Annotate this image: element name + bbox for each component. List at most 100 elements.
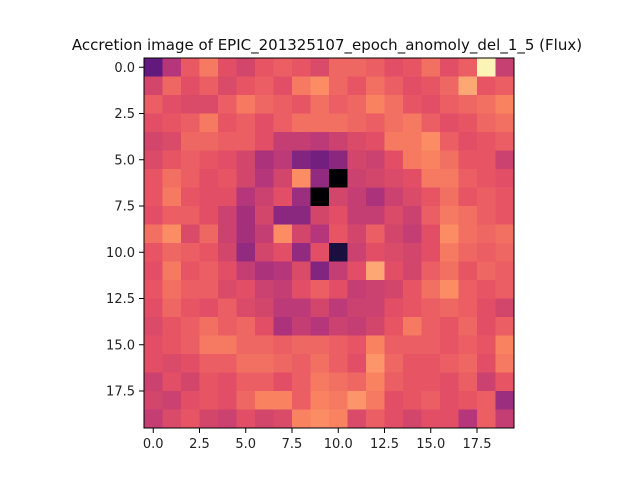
- heatmap-cell: [236, 58, 256, 77]
- heatmap-cell: [255, 354, 274, 373]
- heatmap-cell: [329, 95, 348, 114]
- heatmap-cell: [255, 132, 274, 151]
- heatmap-cell: [329, 354, 348, 373]
- heatmap-cell: [162, 169, 182, 188]
- heatmap-cell: [421, 409, 441, 429]
- heatmap-cell: [199, 243, 219, 262]
- heatmap-cell: [440, 335, 459, 355]
- heatmap-cell: [403, 280, 422, 299]
- heatmap-cell: [366, 298, 385, 318]
- heatmap-cell: [218, 113, 237, 133]
- heatmap-cell: [403, 95, 422, 114]
- heatmap-cell: [255, 76, 274, 96]
- heatmap-cell: [144, 243, 163, 262]
- heatmap-cell: [162, 354, 182, 373]
- heatmap-cell: [199, 354, 219, 373]
- heatmap-cell: [366, 261, 385, 281]
- heatmap-cell: [329, 76, 348, 96]
- heatmap-cell: [440, 95, 459, 114]
- heatmap-cell: [236, 409, 256, 429]
- heatmap-cell: [255, 206, 274, 225]
- heatmap-cell: [292, 391, 311, 410]
- heatmap-cell: [310, 150, 330, 170]
- heatmap-cell: [144, 280, 163, 299]
- heatmap-cell: [477, 206, 496, 225]
- heatmap-cell: [495, 95, 515, 114]
- heatmap-cell: [384, 409, 404, 429]
- heatmap-cell: [162, 391, 182, 410]
- heatmap-cell: [384, 187, 404, 207]
- heatmap-cell: [199, 206, 219, 225]
- heatmap-cell: [273, 132, 293, 151]
- heatmap-cell: [495, 243, 515, 262]
- heatmap-cell: [403, 113, 422, 133]
- heatmap-cell: [181, 206, 200, 225]
- heatmap-cell: [292, 409, 311, 429]
- heatmap-cell: [218, 261, 237, 281]
- heatmap-cell: [384, 224, 404, 244]
- heatmap-cell: [273, 280, 293, 299]
- heatmap-cell: [440, 317, 459, 336]
- heatmap-cell: [218, 354, 237, 373]
- heatmap-cell: [292, 335, 311, 355]
- heatmap-cell: [310, 243, 330, 262]
- heatmap-cell: [310, 224, 330, 244]
- heatmap-cell: [458, 58, 478, 77]
- heatmap-cell: [347, 335, 367, 355]
- heatmap-cell: [366, 354, 385, 373]
- heatmap-cell: [366, 335, 385, 355]
- heatmap-cell: [162, 58, 182, 77]
- heatmap-cell: [236, 317, 256, 336]
- heatmap-cell: [181, 409, 200, 429]
- y-tick-label: 7.5: [114, 200, 135, 215]
- heatmap-cell: [273, 409, 293, 429]
- heatmap-cell: [384, 169, 404, 188]
- heatmap-cell: [144, 169, 163, 188]
- heatmap-cell: [477, 409, 496, 429]
- heatmap-cell: [255, 58, 274, 77]
- heatmap-cell: [236, 354, 256, 373]
- heatmap-cell: [329, 335, 348, 355]
- heatmap-cell: [366, 76, 385, 96]
- heatmap-cell: [458, 317, 478, 336]
- heatmap-cell: [181, 317, 200, 336]
- heatmap-cell: [366, 169, 385, 188]
- heatmap-cell: [421, 280, 441, 299]
- heatmap-cell: [421, 150, 441, 170]
- heatmap-cell: [329, 243, 348, 262]
- heatmap-cell: [495, 224, 515, 244]
- x-tick-label: 5.0: [235, 437, 256, 452]
- heatmap-cell: [255, 169, 274, 188]
- heatmap-cell: [236, 95, 256, 114]
- heatmap-cell: [440, 76, 459, 96]
- chart-title: Accretion image of EPIC_201325107_epoch_…: [72, 36, 582, 55]
- heatmap-cell: [255, 95, 274, 114]
- heatmap-cell: [292, 187, 311, 207]
- heatmap-cell: [458, 280, 478, 299]
- heatmap-cell: [477, 298, 496, 318]
- heatmap-cell: [310, 354, 330, 373]
- heatmap-cell: [347, 317, 367, 336]
- heatmap-cell: [458, 224, 478, 244]
- heatmap-cell: [310, 58, 330, 77]
- heatmap-cell: [273, 391, 293, 410]
- heatmap-cell: [199, 391, 219, 410]
- heatmap-cell: [403, 132, 422, 151]
- heatmap-cell: [440, 372, 459, 392]
- heatmap-cell: [162, 76, 182, 96]
- heatmap-cell: [384, 280, 404, 299]
- heatmap-cell: [421, 298, 441, 318]
- heatmap-cell: [181, 261, 200, 281]
- heatmap-cell: [236, 150, 256, 170]
- heatmap-cell: [495, 280, 515, 299]
- heatmap-cell: [366, 95, 385, 114]
- heatmap-cell: [403, 354, 422, 373]
- heatmap-cell: [477, 335, 496, 355]
- heatmap-cell: [403, 317, 422, 336]
- heatmap-cell: [403, 261, 422, 281]
- heatmap-cell: [458, 95, 478, 114]
- heatmap-cell: [440, 391, 459, 410]
- heatmap-cell: [458, 354, 478, 373]
- heatmap-cell: [477, 169, 496, 188]
- heatmap-cell: [273, 298, 293, 318]
